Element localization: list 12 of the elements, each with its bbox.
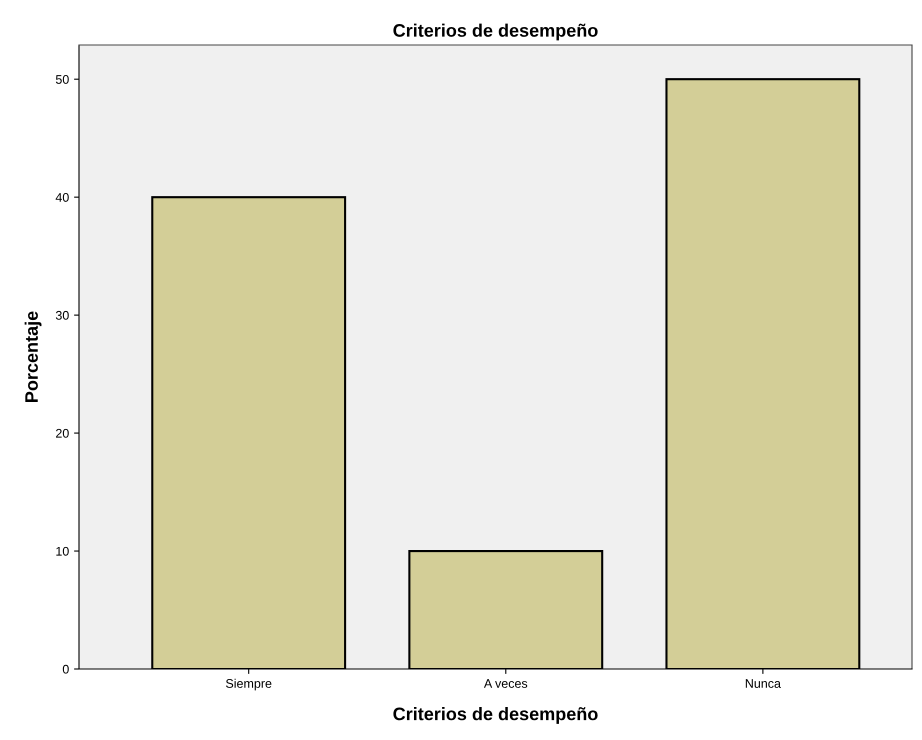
y-tick-label: 0 [62, 664, 69, 674]
y-tick-label: 30 [56, 310, 69, 320]
x-tick-label: A veces [484, 679, 528, 688]
x-tick-label: Nunca [746, 679, 781, 688]
y-tick-label: 50 [56, 75, 69, 84]
y-axis-title: Porcentaje [24, 311, 42, 402]
y-tick-label: 40 [56, 192, 69, 202]
chart-title: Criterios de desempeño [393, 24, 598, 40]
y-tick-label: 10 [56, 546, 69, 556]
y-tick-label: 20 [56, 428, 69, 438]
x-axis-title: Criterios de desempeño [393, 707, 598, 724]
x-tick-label: Siempre [226, 678, 272, 690]
